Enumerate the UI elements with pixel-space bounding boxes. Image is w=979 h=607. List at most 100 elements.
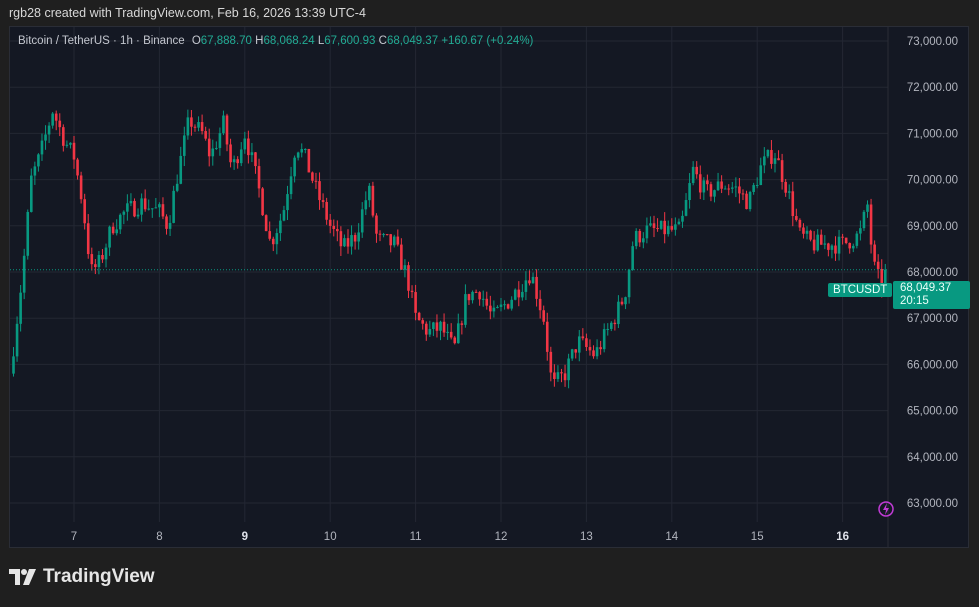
candle-body [563, 373, 567, 381]
candle-body [617, 301, 620, 325]
candle-body [492, 307, 496, 312]
candle-body [279, 220, 282, 234]
open-value: 67,888.70 [200, 35, 252, 47]
candle-body [271, 238, 275, 245]
lightning-bolt-icon [883, 503, 889, 515]
candle-body [485, 298, 489, 306]
candle-body [503, 304, 506, 306]
candle-body [218, 133, 222, 148]
candle-body [460, 323, 464, 325]
candle-body [677, 221, 681, 225]
candle-body [599, 347, 602, 350]
candle-body [827, 243, 830, 250]
candle-body [268, 231, 272, 239]
candle-body [713, 190, 716, 197]
candle-body [489, 305, 492, 312]
candle-body [115, 229, 118, 234]
candle-body [730, 187, 734, 189]
candle-body [851, 245, 855, 249]
candle-body [215, 147, 218, 149]
candle-body [360, 209, 364, 233]
candle-body [538, 298, 542, 311]
candle-body [207, 138, 211, 157]
candle-body [286, 194, 289, 211]
y-tick-label: 68,000.00 [907, 267, 958, 279]
x-tick-label: 15 [751, 531, 764, 543]
candle-body [610, 322, 613, 329]
candle-body [656, 228, 659, 230]
x-tick-label: 10 [324, 531, 337, 543]
candle-body [581, 336, 585, 339]
candle-body [688, 183, 691, 200]
open-label: O [191, 35, 201, 47]
candle-body [802, 227, 805, 234]
candle-body [414, 292, 417, 313]
candle-body [371, 185, 375, 216]
candle-body [674, 224, 677, 230]
candle-body [225, 115, 229, 145]
candle-body [478, 292, 481, 300]
candle-body [257, 166, 261, 189]
x-tick-label: 16 [836, 531, 849, 543]
y-tick-label: 64,000.00 [907, 452, 958, 464]
candle-body [30, 175, 33, 212]
candle-body [592, 350, 595, 357]
candle-body [805, 230, 809, 234]
candle-body [506, 304, 510, 309]
candle-body [193, 126, 197, 128]
candle-body [311, 172, 314, 181]
candle-body [357, 232, 360, 242]
y-tick-label: 67,000.00 [907, 313, 958, 325]
candle-body [567, 358, 570, 381]
candle-body [738, 186, 741, 194]
candle-body [670, 226, 674, 230]
candle-body [65, 144, 69, 146]
candle-body [83, 199, 86, 224]
candle-body [844, 237, 848, 244]
candle-body [496, 306, 499, 308]
candle-body [143, 198, 147, 210]
candle-body [663, 220, 666, 235]
candle-body [364, 200, 368, 210]
tradingview-logo-icon [9, 569, 36, 585]
tradingview-logo[interactable]: TradingView [9, 566, 155, 588]
candle-body [602, 329, 606, 350]
candle-body [175, 183, 179, 191]
candle-body [239, 149, 243, 164]
candle-body [396, 236, 400, 245]
candle-body [86, 223, 90, 255]
candle-body [300, 149, 304, 153]
candle-body [254, 152, 257, 167]
y-tick-label: 66,000.00 [907, 359, 958, 371]
candle-body [513, 289, 517, 300]
candle-body [200, 122, 204, 132]
candle-body [375, 215, 378, 234]
candle-body [784, 181, 787, 193]
candle-body [545, 321, 549, 352]
candle-body [457, 323, 460, 344]
candle-body [577, 336, 581, 353]
candle-body [314, 180, 318, 182]
candle-body [535, 276, 538, 299]
candle-body [435, 322, 439, 331]
candle-body [553, 372, 556, 379]
candle-body [261, 188, 264, 216]
candle-body [232, 159, 236, 163]
x-tick-label: 8 [156, 531, 162, 543]
candle-body [880, 268, 884, 289]
candle-body [727, 188, 731, 190]
candle-body [876, 261, 880, 269]
candle-body [129, 200, 133, 204]
x-tick-label: 14 [665, 531, 678, 543]
candle-body [343, 238, 346, 247]
candle-body [72, 142, 76, 160]
candle-body [777, 158, 780, 161]
candle-body [26, 211, 30, 256]
candle-body [179, 155, 183, 184]
candle-body [517, 289, 521, 298]
candle-body [332, 225, 336, 230]
candle-body [570, 349, 574, 359]
candle-body [282, 210, 286, 221]
x-tick-label: 13 [580, 531, 593, 543]
